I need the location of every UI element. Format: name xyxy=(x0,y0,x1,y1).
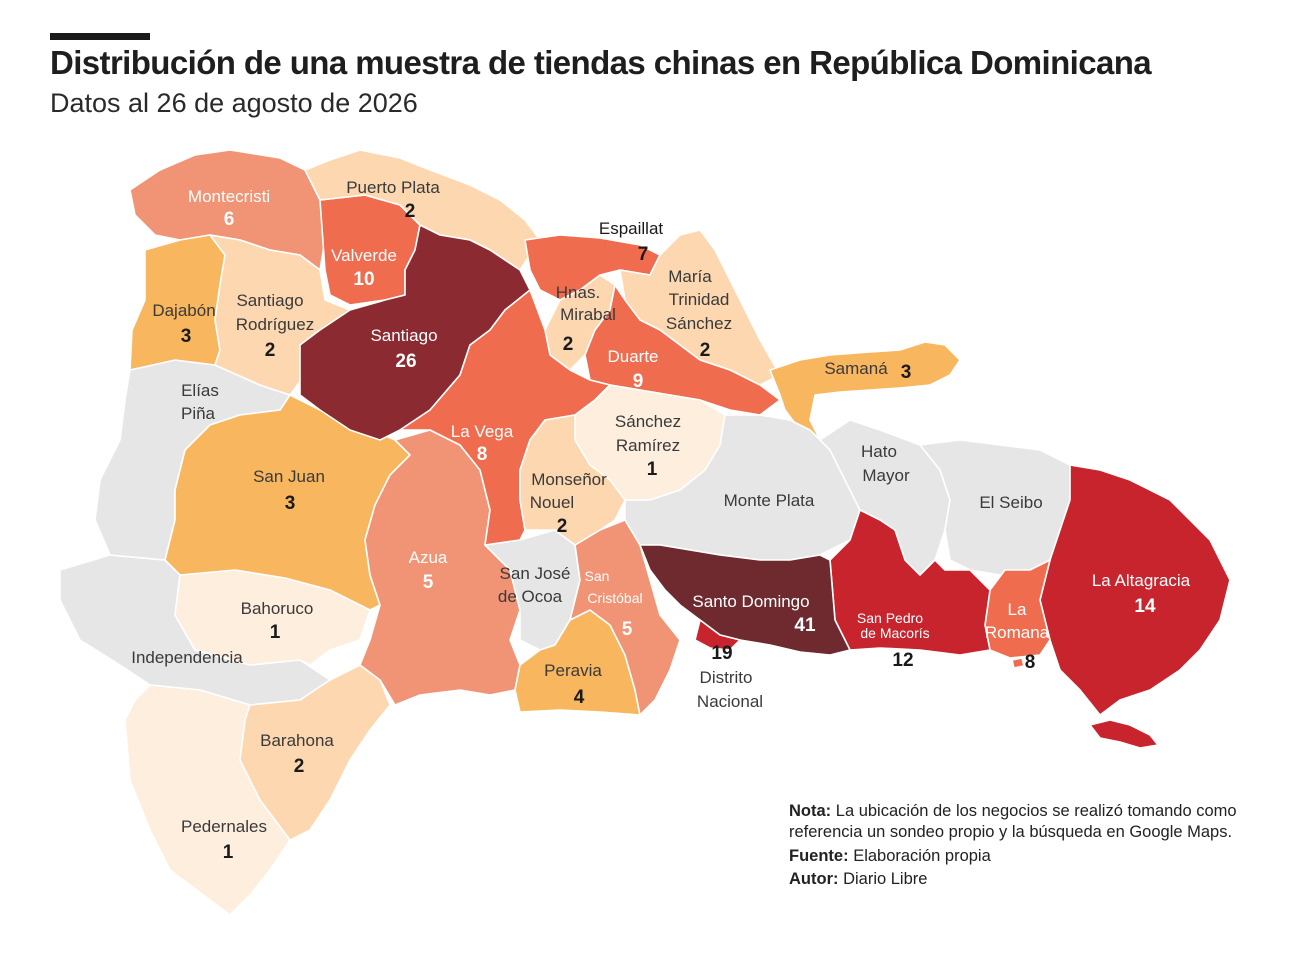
note-paragraph: Nota: La ubicación de los negocios se re… xyxy=(789,801,1249,844)
map-title: Distribución de una muestra de tiendas c… xyxy=(50,44,1152,81)
label-spm-2: de Macorís xyxy=(860,625,929,641)
label-san-juan: San Juan xyxy=(253,467,325,486)
label-san-jose-de-ocoa-1: San José xyxy=(500,564,571,583)
note-label: Nota: xyxy=(789,802,832,820)
label-montecristi: Montecristi xyxy=(188,187,270,206)
label-bahoruco: Bahoruco xyxy=(241,599,314,618)
count-santiago-rodriguez: 2 xyxy=(265,340,276,361)
label-la-romana-2: Romana xyxy=(985,623,1050,642)
label-elias-pina-2: Piña xyxy=(181,404,216,423)
label-espaillat: Espaillat xyxy=(599,219,664,238)
count-azua: 5 xyxy=(423,572,434,593)
count-santiago: 26 xyxy=(395,351,416,372)
label-la-romana-1: La xyxy=(1008,600,1027,619)
count-puerto-plata: 2 xyxy=(405,201,416,222)
count-pedernales: 1 xyxy=(223,842,234,863)
label-independencia: Independencia xyxy=(131,648,243,667)
province-duarte[interactable] xyxy=(584,284,781,416)
count-espaillat: 7 xyxy=(638,244,649,265)
count-san-pedro-de-macoris: 12 xyxy=(892,650,913,671)
count-sanchez-ramirez: 1 xyxy=(647,459,658,480)
label-pedernales: Pedernales xyxy=(181,817,267,836)
author-line: Autor: Diario Libre xyxy=(789,869,1249,890)
label-san-cristobal-2: Cristóbal xyxy=(587,590,642,606)
label-distrito-nacional-2: Nacional xyxy=(697,692,763,711)
count-peravia: 4 xyxy=(574,687,585,708)
province-saona-island xyxy=(1089,719,1159,749)
province-santiago[interactable] xyxy=(299,224,531,441)
label-santiago-rodriguez-1: Santiago xyxy=(236,291,303,310)
label-santiago-rodriguez-2: Rodríguez xyxy=(236,315,314,334)
label-duarte: Duarte xyxy=(607,347,658,366)
label-elias-pina-1: Elías xyxy=(181,381,219,400)
count-distrito-nacional: 19 xyxy=(711,643,732,664)
label-hato-mayor-1: Hato xyxy=(861,442,897,461)
label-sanchez-ramirez-2: Ramírez xyxy=(616,436,680,455)
label-sanchez-ramirez-1: Sánchez xyxy=(615,412,681,431)
count-monsenor-nouel: 2 xyxy=(557,516,568,537)
label-spm-1: San Pedro xyxy=(857,610,923,626)
label-monsenor-nouel-2: Nouel xyxy=(530,493,574,512)
province-san-pedro-de-macoris[interactable] xyxy=(829,509,991,656)
label-barahona: Barahona xyxy=(260,731,334,750)
count-hnas-mirabal: 2 xyxy=(563,334,574,355)
count-maria-trinidad-sanchez: 2 xyxy=(700,340,711,361)
province-catalina-island xyxy=(1011,657,1025,669)
label-mts-2: Trinidad xyxy=(669,290,730,309)
author-label: Autor: xyxy=(789,870,839,889)
map-subtitle: Datos al 26 de agosto de 2026 xyxy=(50,88,418,118)
province-la-altagracia[interactable] xyxy=(1039,464,1231,716)
count-la-altagracia: 14 xyxy=(1134,596,1156,617)
province-santo-domingo[interactable] xyxy=(639,544,851,656)
count-duarte: 9 xyxy=(633,371,644,392)
label-peravia: Peravia xyxy=(544,661,602,680)
count-san-cristobal: 5 xyxy=(622,619,633,640)
province-distrito-nacional[interactable] xyxy=(694,619,741,651)
label-hnas-mirabal-2: Mirabal xyxy=(560,305,616,324)
label-dajabon: Dajabón xyxy=(152,301,215,320)
source-line: Fuente: Elaboración propia xyxy=(789,846,1249,867)
count-la-romana: 8 xyxy=(1025,652,1036,673)
count-samana: 3 xyxy=(901,362,912,383)
label-san-jose-de-ocoa-2: de Ocoa xyxy=(498,587,563,606)
province-monsenor-nouel[interactable] xyxy=(519,414,626,546)
label-hnas-mirabal-1: Hnas. xyxy=(556,283,600,302)
count-bahoruco: 1 xyxy=(270,622,281,643)
label-la-altagracia: La Altagracia xyxy=(1092,571,1191,590)
source-label: Fuente: xyxy=(789,846,849,865)
label-santo-domingo: Santo Domingo xyxy=(692,592,809,611)
label-valverde: Valverde xyxy=(331,246,397,265)
count-san-juan: 3 xyxy=(285,493,296,514)
label-azua: Azua xyxy=(409,548,448,567)
label-san-cristobal-1: San xyxy=(585,568,610,584)
count-dajabon: 3 xyxy=(181,326,192,347)
notes-block: Nota: La ubicación de los negocios se re… xyxy=(789,801,1249,893)
province-barahona[interactable] xyxy=(239,664,391,841)
label-mts-1: María xyxy=(668,267,712,286)
count-montecristi: 6 xyxy=(224,209,235,230)
source-text: Elaboración propia xyxy=(853,846,991,865)
title-accent-bar xyxy=(50,33,150,40)
label-monsenor-nouel-1: Monseñor xyxy=(531,470,607,489)
label-samana: Samaná xyxy=(824,359,888,378)
label-hato-mayor-2: Mayor xyxy=(862,466,910,485)
label-la-vega: La Vega xyxy=(451,422,514,441)
label-distrito-nacional-1: Distrito xyxy=(700,668,753,687)
label-monte-plata: Monte Plata xyxy=(724,491,815,510)
note-text: La ubicación de los negocios se realizó … xyxy=(789,802,1237,842)
label-el-seibo: El Seibo xyxy=(979,493,1042,512)
count-valverde: 10 xyxy=(353,269,374,290)
count-barahona: 2 xyxy=(294,756,305,777)
count-santo-domingo: 41 xyxy=(794,615,816,636)
label-puerto-plata: Puerto Plata xyxy=(346,178,440,197)
count-la-vega: 8 xyxy=(477,444,488,465)
label-mts-3: Sánchez xyxy=(666,314,732,333)
label-santiago: Santiago xyxy=(370,326,437,345)
author-text: Diario Libre xyxy=(843,870,928,889)
